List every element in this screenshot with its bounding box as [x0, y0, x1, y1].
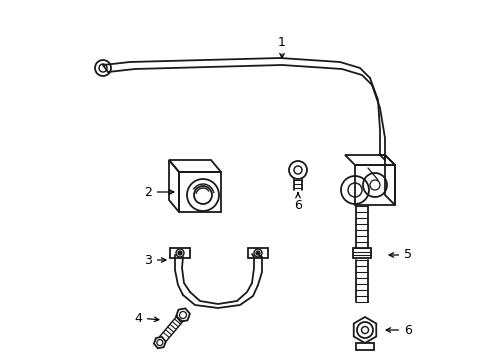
Text: 5: 5 — [389, 248, 412, 261]
Text: 1: 1 — [278, 36, 286, 58]
Text: 6: 6 — [294, 193, 302, 212]
Circle shape — [178, 251, 182, 255]
Text: 2: 2 — [144, 185, 174, 198]
Text: 6: 6 — [386, 324, 412, 337]
Circle shape — [256, 251, 260, 255]
Text: 4: 4 — [134, 311, 159, 324]
Text: 3: 3 — [144, 253, 166, 266]
